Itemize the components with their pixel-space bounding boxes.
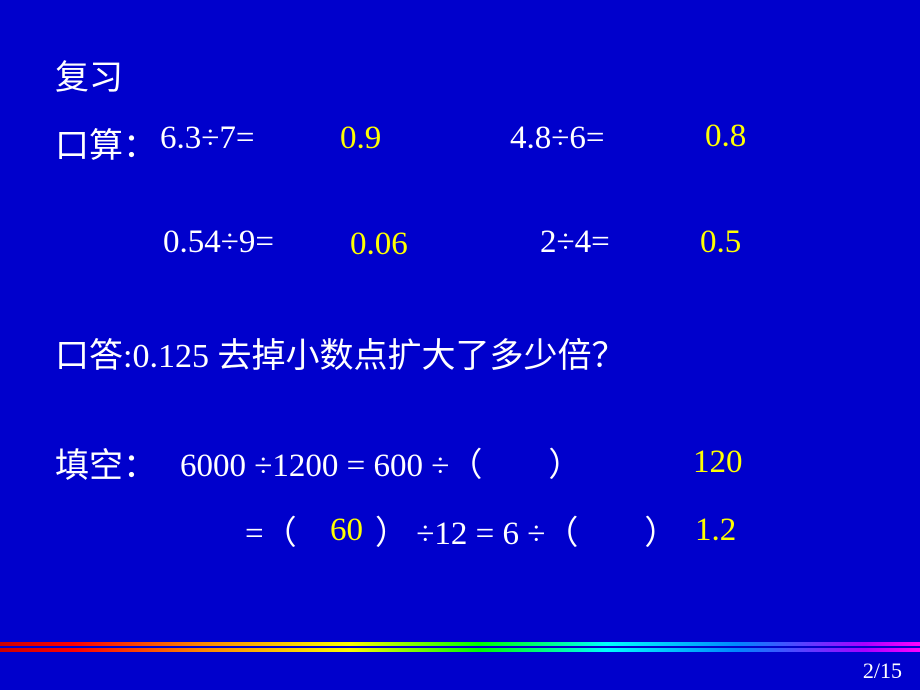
divider-rule [0,642,920,652]
kousuan-a3: 0.06 [350,226,408,263]
fill-label: 填空： [55,438,157,487]
koutou-question: 口答:0.125 去掉小数点扩大了多少倍？ [55,328,625,377]
kousuan-q4: 2÷4= [540,224,610,261]
kousuan-a4: 0.5 [700,224,741,261]
kousuan-q2: 4.8÷6= [510,120,604,157]
fill-ans3: 1.2 [695,512,736,549]
kousuan-a2: 0.8 [705,118,746,155]
slide: 复习 口算： 6.3÷7= 0.9 4.8÷6= 0.8 0.54÷9= 0.0… [0,0,920,690]
fill-line1: 6000 ÷1200 = 600 ÷（ ） [180,438,581,486]
kousuan-q1: 6.3÷7= [160,120,254,157]
kousuan-label: 口算： [55,118,157,167]
page-number: 2/15 [863,658,902,684]
fill-line2a: =（ [245,506,297,554]
kousuan-q3: 0.54÷9= [163,224,274,261]
divider-top [0,642,920,646]
fill-ans2: 60 [330,512,363,549]
fill-ans1: 120 [693,444,743,481]
kousuan-a1: 0.9 [340,120,381,157]
section-title: 复习 [55,50,123,99]
fill-line2b: ） ÷12 = 6 ÷（ ） [375,506,677,554]
divider-bottom [0,648,920,652]
